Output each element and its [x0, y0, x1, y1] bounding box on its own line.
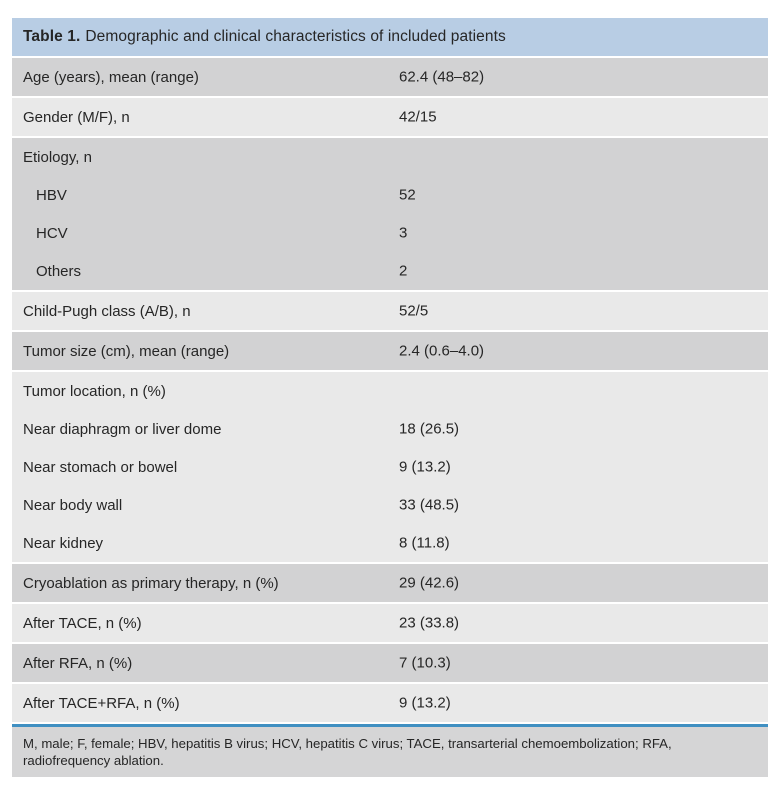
row-label: Tumor size (cm), mean (range) [23, 342, 230, 360]
row-value: 8 (11.8) [399, 534, 450, 552]
row-label: HCV [36, 224, 68, 242]
row-label: HBV [36, 186, 67, 204]
row-value: 33 (48.5) [399, 496, 460, 514]
row-value: 9 (13.2) [399, 694, 451, 712]
row-group: Etiology, n HBV 52 HCV 3 Others 2 [12, 138, 768, 290]
row-value: 9 (13.2) [399, 458, 451, 476]
row-value: 2.4 (0.6–4.0) [399, 342, 485, 360]
row-label: Cryoablation as primary therapy, n (%) [23, 574, 279, 592]
row-group: After RFA, n (%) 7 (10.3) [12, 644, 768, 682]
row-group: After TACE, n (%) 23 (33.8) [12, 604, 768, 642]
row-group: Age (years), mean (range) 62.4 (48–82) [12, 58, 768, 96]
row-label: Gender (M/F), n [23, 108, 130, 126]
table-row: Cryoablation as primary therapy, n (%) 29… [12, 564, 768, 602]
row-value: 23 (33.8) [399, 614, 460, 632]
row-label: After TACE, n (%) [23, 614, 142, 632]
row-value: 52 [399, 186, 416, 204]
table-body: Age (years), mean (range) 62.4 (48–82) Gen… [12, 58, 768, 722]
table-row: Child-Pugh class (A/B), n 52/5 [12, 292, 768, 330]
table-title-text: Demographic and clinical characteristics… [85, 28, 506, 45]
table-row: Tumor location, n (%) [12, 372, 768, 410]
row-group: Cryoablation as primary therapy, n (%) 29… [12, 564, 768, 602]
row-value: 52/5 [399, 302, 429, 320]
table-number-label: Table 1. [23, 28, 81, 45]
row-value: 3 [399, 224, 408, 242]
table-row: After TACE, n (%) 23 (33.8) [12, 604, 768, 642]
table-row: After RFA, n (%) 7 (10.3) [12, 644, 768, 682]
row-label: After TACE+RFA, n (%) [23, 694, 180, 712]
row-value: 2 [399, 262, 408, 280]
row-value: 18 (26.5) [399, 420, 460, 438]
row-label: Child-Pugh class (A/B), n [23, 302, 191, 320]
table-row: HBV 52 [12, 176, 768, 214]
row-group: After TACE+RFA, n (%) 9 (13.2) [12, 684, 768, 722]
row-label: Age (years), mean (range) [23, 68, 199, 86]
footnote-divider-rule [12, 724, 768, 727]
row-value: 62.4 (48–82) [399, 68, 485, 86]
table-row: Tumor size (cm), mean (range) 2.4 (0.6–4.… [12, 332, 768, 370]
row-value: 7 (10.3) [399, 654, 451, 672]
footnote-text: M, male; F, female; HBV, hepatitis B vir… [23, 736, 672, 769]
table-row: HCV 3 [12, 214, 768, 252]
table-caption: Table 1. Demographic and clinical charac… [12, 18, 768, 56]
row-value: 29 (42.6) [399, 574, 460, 592]
table-row: Near body wall 33 (48.5) [12, 486, 768, 524]
row-label: Etiology, n [23, 148, 92, 166]
row-label: After RFA, n (%) [23, 654, 133, 672]
row-group: Tumor size (cm), mean (range) 2.4 (0.6–4.… [12, 332, 768, 370]
row-label: Others [36, 262, 82, 280]
table-row: Near kidney 8 (11.8) [12, 524, 768, 562]
row-label: Near kidney [23, 534, 104, 552]
row-group: Tumor location, n (%) Near diaphragm or l… [12, 372, 768, 562]
row-group: Child-Pugh class (A/B), n 52/5 [12, 292, 768, 330]
table-row: Gender (M/F), n 42/15 [12, 98, 768, 136]
row-group: Gender (M/F), n 42/15 [12, 98, 768, 136]
table-row: Near diaphragm or liver dome 18 (26.5) [12, 410, 768, 448]
row-label: Near body wall [23, 496, 123, 514]
row-label: Tumor location, n (%) [23, 382, 166, 400]
table-row: Age (years), mean (range) 62.4 (48–82) [12, 58, 768, 96]
table-footnote: M, male; F, female; HBV, hepatitis B vir… [12, 727, 768, 778]
table-row: Near stomach or bowel 9 (13.2) [12, 448, 768, 486]
row-label: Near diaphragm or liver dome [23, 420, 222, 438]
table-1: Table 1. Demographic and clinical charac… [12, 18, 768, 778]
row-label: Near stomach or bowel [23, 458, 178, 476]
row-value: 42/15 [399, 108, 437, 126]
table-row: Etiology, n [12, 138, 768, 176]
table-row: Others 2 [12, 252, 768, 290]
table-row: After TACE+RFA, n (%) 9 (13.2) [12, 684, 768, 722]
